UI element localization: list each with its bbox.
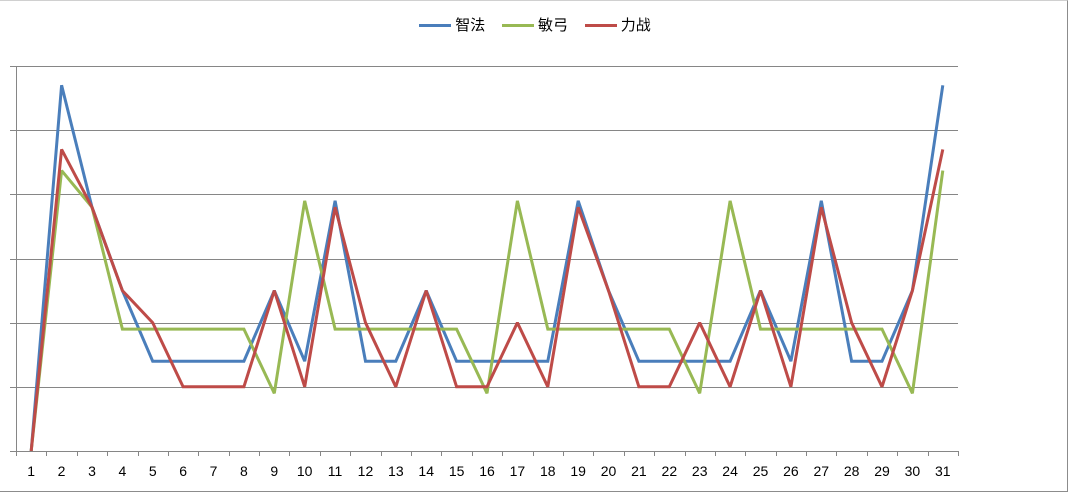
legend-label: 敏弓 xyxy=(537,16,568,34)
legend-swatch-icon xyxy=(584,24,617,27)
x-tick-label: 28 xyxy=(844,463,860,479)
x-tick-label: 5 xyxy=(149,463,157,479)
x-tick-label: 27 xyxy=(813,463,829,479)
x-tick-label: 24 xyxy=(722,463,738,479)
x-tick-label: 11 xyxy=(328,463,343,479)
x-tick-label: 12 xyxy=(358,463,374,479)
series-line-0 xyxy=(29,84,945,452)
legend-item-mingong: 敏弓 xyxy=(501,14,568,35)
series-line-1 xyxy=(29,169,945,452)
x-tick-label: 29 xyxy=(874,463,890,479)
x-tick-label: 15 xyxy=(449,463,465,479)
x-tick-label: 23 xyxy=(692,463,708,479)
x-tick-label: 1 xyxy=(27,463,35,479)
x-tick-label: 6 xyxy=(179,463,187,479)
x-tick-label: 25 xyxy=(753,463,769,479)
x-tick-label: 21 xyxy=(631,463,647,479)
x-tick-label: 26 xyxy=(783,463,799,479)
legend-item-lizhan: 力战 xyxy=(584,14,651,35)
x-tick-label: 30 xyxy=(905,463,921,479)
x-tick-label: 3 xyxy=(88,463,96,479)
x-tick-label: 10 xyxy=(297,463,313,479)
x-tick-label: 20 xyxy=(601,463,617,479)
series-line-2 xyxy=(29,148,945,452)
x-tick-label: 9 xyxy=(270,463,278,479)
x-tick-label: 7 xyxy=(210,463,218,479)
legend-label: 智法 xyxy=(455,16,486,34)
x-tick-label: 19 xyxy=(570,463,586,479)
legend-swatch-icon xyxy=(419,24,452,27)
x-tick-label: 18 xyxy=(540,463,556,479)
x-tick-label: 4 xyxy=(118,463,126,479)
legend-swatch-icon xyxy=(501,24,534,27)
x-tick-label: 16 xyxy=(479,463,495,479)
x-tick-label: 22 xyxy=(662,463,678,479)
x-tick-label: 17 xyxy=(510,463,526,479)
legend-item-zhifa: 智法 xyxy=(419,14,485,35)
x-tick-label: 14 xyxy=(418,463,434,479)
x-tick-label: 8 xyxy=(240,463,248,479)
x-tick-label: 2 xyxy=(58,463,66,479)
legend-label: 力战 xyxy=(620,16,651,34)
chart-legend: 智法 敏弓 力战 xyxy=(0,14,1070,35)
x-tick-label: 31 xyxy=(935,463,951,479)
x-tick-label: 13 xyxy=(388,463,404,479)
